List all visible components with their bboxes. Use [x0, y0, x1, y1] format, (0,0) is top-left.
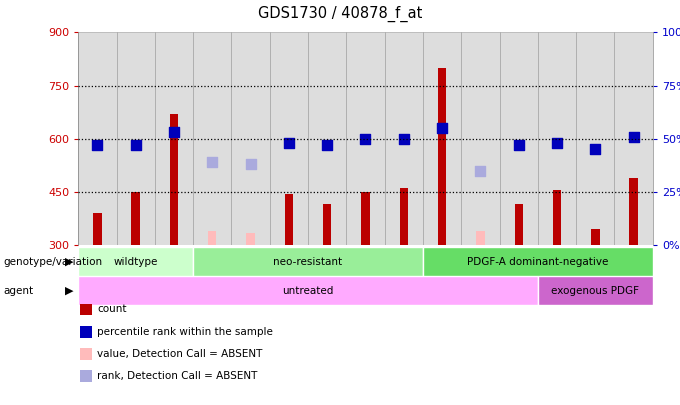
Point	[513, 142, 524, 148]
Bar	[576, 32, 615, 245]
Bar	[308, 32, 346, 245]
Point	[92, 142, 103, 148]
Text: ▶: ▶	[65, 286, 73, 296]
Bar	[80, 348, 92, 360]
Bar	[476, 231, 485, 245]
Bar	[116, 32, 155, 245]
Bar	[515, 204, 523, 245]
Bar	[93, 213, 101, 245]
Point	[169, 129, 180, 136]
Bar	[170, 114, 178, 245]
Bar	[385, 32, 423, 245]
Bar	[630, 178, 638, 245]
Bar	[270, 32, 308, 245]
Bar	[461, 32, 500, 245]
Bar	[500, 32, 538, 245]
Text: value, Detection Call = ABSENT: value, Detection Call = ABSENT	[97, 349, 262, 359]
Bar	[346, 32, 385, 245]
Point	[130, 142, 141, 148]
Bar	[591, 229, 600, 245]
Point	[322, 142, 333, 148]
Point	[398, 135, 409, 142]
Bar	[538, 276, 653, 305]
Bar	[438, 68, 446, 245]
Bar	[553, 190, 561, 245]
Bar	[193, 247, 423, 276]
Bar	[155, 32, 193, 245]
Text: agent: agent	[3, 286, 33, 296]
Bar	[538, 32, 576, 245]
Bar	[208, 231, 216, 245]
Bar	[193, 32, 231, 245]
Text: PDGF-A dominant-negative: PDGF-A dominant-negative	[467, 257, 609, 266]
Bar	[361, 192, 370, 245]
Bar	[80, 304, 92, 315]
Bar	[615, 32, 653, 245]
Bar	[323, 204, 331, 245]
Point	[551, 140, 562, 146]
Text: genotype/variation: genotype/variation	[3, 257, 103, 266]
Point	[207, 159, 218, 165]
Text: exogenous PDGF: exogenous PDGF	[551, 286, 639, 296]
Text: rank, Detection Call = ABSENT: rank, Detection Call = ABSENT	[97, 371, 258, 381]
Point	[437, 125, 447, 131]
Bar	[400, 188, 408, 245]
Text: wildtype: wildtype	[114, 257, 158, 266]
Bar	[231, 32, 270, 245]
Bar	[285, 194, 293, 245]
Text: neo-resistant: neo-resistant	[273, 257, 343, 266]
Bar	[423, 247, 653, 276]
Point	[628, 133, 639, 140]
Bar	[78, 32, 116, 245]
Text: percentile rank within the sample: percentile rank within the sample	[97, 327, 273, 337]
Bar	[423, 32, 461, 245]
Bar	[78, 276, 538, 305]
Text: GDS1730 / 40878_f_at: GDS1730 / 40878_f_at	[258, 6, 422, 22]
Point	[284, 140, 294, 146]
Bar	[78, 247, 193, 276]
Text: ▶: ▶	[65, 257, 73, 266]
Bar	[246, 232, 255, 245]
Bar	[80, 326, 92, 337]
Text: untreated: untreated	[282, 286, 334, 296]
Point	[360, 135, 371, 142]
Point	[475, 167, 486, 174]
Point	[245, 161, 256, 168]
Bar	[131, 192, 140, 245]
Point	[590, 146, 600, 153]
Text: count: count	[97, 305, 126, 314]
Bar	[80, 371, 92, 382]
